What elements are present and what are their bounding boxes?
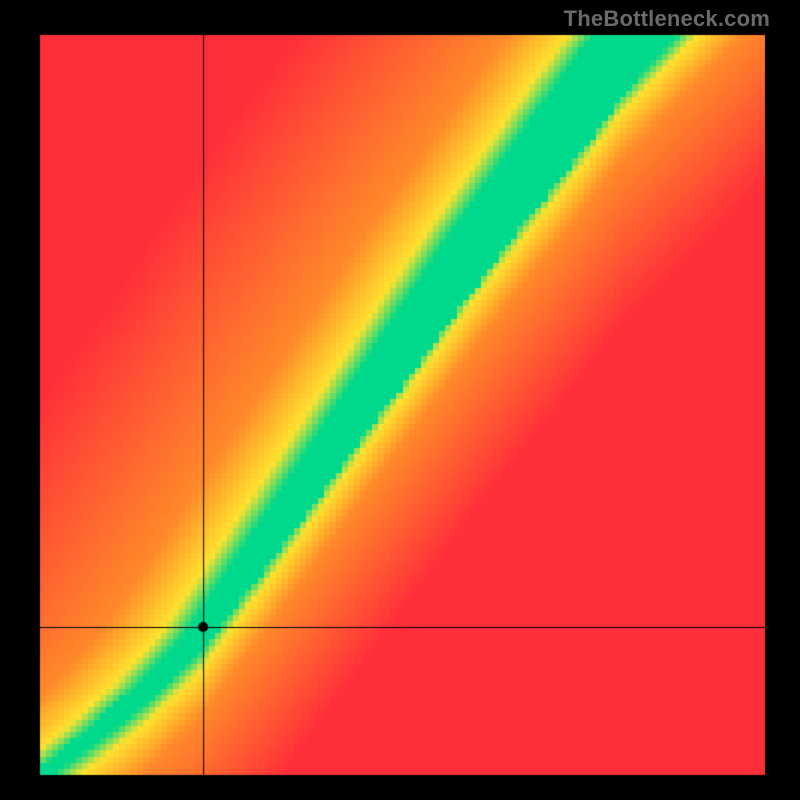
watermark-text: TheBottleneck.com: [564, 6, 770, 32]
bottleneck-heatmap: [0, 0, 800, 800]
